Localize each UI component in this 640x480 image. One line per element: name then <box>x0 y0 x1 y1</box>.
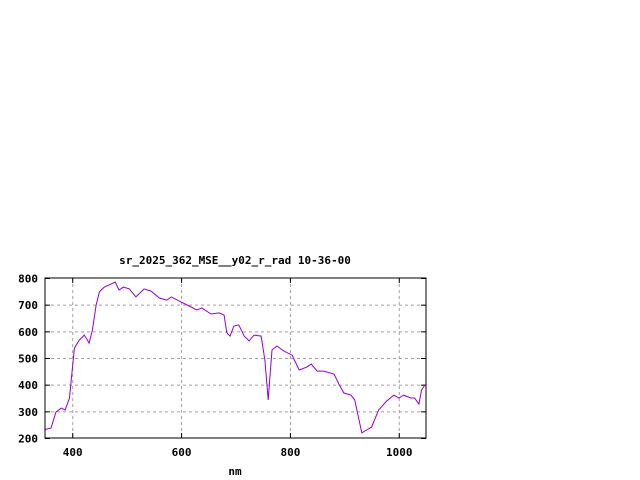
y-tick-label: 200 <box>18 433 38 446</box>
y-tick-label: 400 <box>18 379 38 392</box>
x-tick-label: 400 <box>63 446 83 459</box>
series-line <box>44 281 426 434</box>
grid <box>45 278 426 438</box>
x-axis-label: nm <box>228 465 242 478</box>
plot-frame <box>44 277 427 439</box>
x-tick-label: 1000 <box>386 446 413 459</box>
x-axis: 400 600 800 1000 <box>63 278 413 459</box>
y-tick-label: 500 <box>18 353 38 366</box>
chart-title: sr_2025_362_MSE__y02_r_rad 10-36-00 <box>119 254 351 267</box>
x-tick-label: 800 <box>280 446 300 459</box>
y-tick-label: 800 <box>18 273 38 286</box>
y-axis: 200 300 400 500 600 700 800 <box>18 273 426 446</box>
y-tick-label: 600 <box>18 326 38 339</box>
x-tick-label: 600 <box>172 446 192 459</box>
y-tick-label: 700 <box>18 299 38 312</box>
y-tick-label: 300 <box>18 406 38 419</box>
